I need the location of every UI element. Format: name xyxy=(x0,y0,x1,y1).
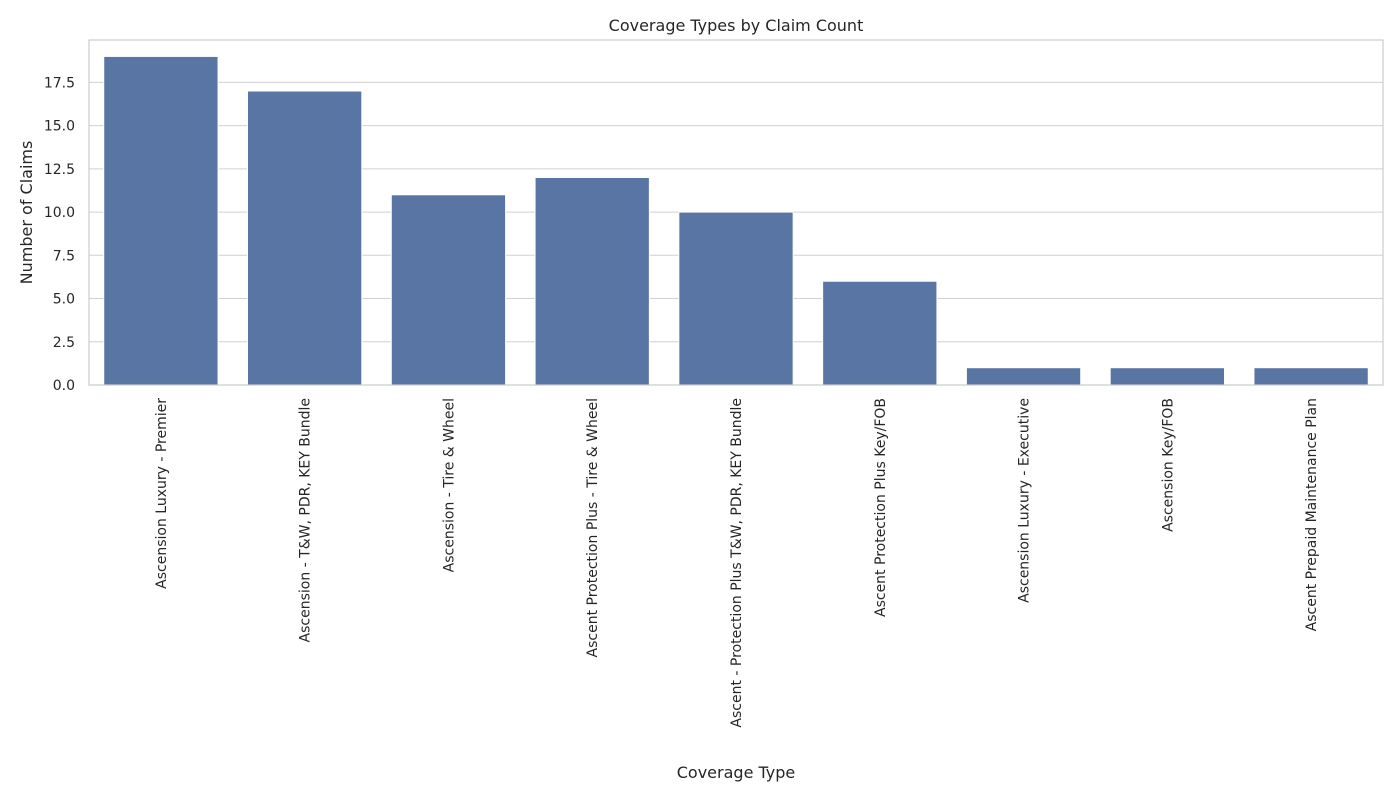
x-tick-label: Ascent Protection Plus Key/FOB xyxy=(873,398,889,617)
bar xyxy=(1109,367,1225,386)
bars xyxy=(103,55,1369,386)
x-tick-labels: Ascension Luxury - Premier Ascension - T&… xyxy=(154,398,1320,728)
y-tick-label: 7.5 xyxy=(53,248,75,264)
x-tick-label: Ascent Protection Plus - Tire & Wheel xyxy=(585,398,601,657)
x-tick-label: Ascension Luxury - Executive xyxy=(1017,398,1033,603)
bar xyxy=(390,194,507,386)
bar xyxy=(103,55,219,386)
y-tick-label: 2.5 xyxy=(53,335,75,351)
y-axis-title: Number of Claims xyxy=(17,141,36,285)
bar xyxy=(678,211,794,386)
chart-title: Coverage Types by Claim Count xyxy=(609,16,864,35)
y-tick-label: 0.0 xyxy=(53,378,75,394)
x-tick-label: Ascent Prepaid Maintenance Plan xyxy=(1304,398,1320,631)
bar xyxy=(534,176,650,386)
y-tick-label: 10.0 xyxy=(44,205,75,221)
x-tick-label: Ascension - Tire & Wheel xyxy=(441,398,457,572)
x-tick-label: Ascension Luxury - Premier xyxy=(154,398,170,589)
x-tick-label: Ascension Key/FOB xyxy=(1160,398,1176,532)
plot-frame xyxy=(88,39,1384,386)
y-tick-label: 15.0 xyxy=(44,119,75,135)
bar xyxy=(1253,367,1369,386)
y-tick-labels: 0.0 2.5 5.0 7.5 10.0 12.5 15.0 17.5 xyxy=(44,75,75,394)
y-tick-label: 12.5 xyxy=(44,162,75,178)
bar xyxy=(965,367,1082,386)
bar xyxy=(247,90,363,386)
x-tick-label: Ascension - T&W, PDR, KEY Bundle xyxy=(298,398,314,642)
bar xyxy=(822,280,938,386)
x-tick-label: Ascent - Protection Plus T&W, PDR, KEY B… xyxy=(729,398,745,728)
x-axis-title: Coverage Type xyxy=(677,763,796,782)
y-tick-label: 5.0 xyxy=(53,292,75,308)
y-tick-label: 17.5 xyxy=(44,75,75,91)
